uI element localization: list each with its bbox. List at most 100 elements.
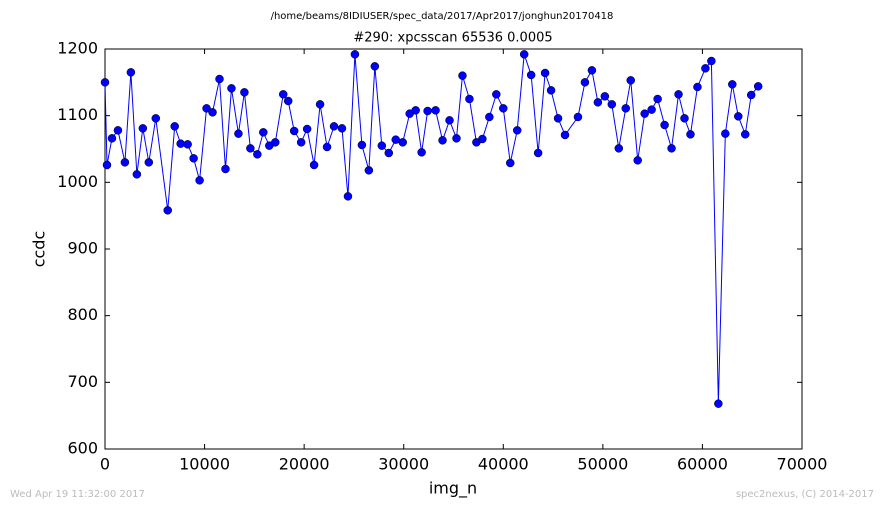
data-point [686,130,695,139]
data-point [512,126,522,135]
x-axis-label: img_n [429,479,477,499]
data-point [580,78,590,87]
data-point [423,106,432,116]
data-point [364,166,374,175]
data-point [647,105,656,114]
data-point [667,144,676,153]
x-tick-label: 10000 [179,455,230,474]
data-point [431,106,440,115]
data-point [540,68,550,78]
data-point [533,148,543,158]
data-point [693,82,702,92]
data-point [384,148,394,158]
data-point [289,126,299,136]
y-tick-label: 900 [67,239,98,258]
data-point [640,109,649,118]
y-tick-label: 1100 [57,105,98,124]
data-point [271,138,280,147]
data-point [144,158,154,167]
y-tick-label: 1200 [57,39,98,58]
y-tick-label: 800 [67,305,98,324]
footer-left: Wed Apr 19 11:32:00 2017 [10,489,145,500]
data-point [499,104,508,113]
data-point [278,90,288,99]
x-tick-label: 70000 [777,455,828,474]
data-point [120,158,130,167]
data-point [478,134,487,144]
data-point [337,124,347,133]
data-point [309,160,319,170]
data-point [357,140,367,150]
data-point [593,98,603,107]
data-point [560,130,570,140]
data-point [573,112,583,122]
data-point [102,160,112,170]
data-point [126,68,136,77]
data-point [151,114,161,123]
x-tick-label: 40000 [478,455,529,474]
data-point [240,88,249,97]
data-point [485,112,494,122]
data-point [680,114,689,123]
data-point [660,120,669,130]
data-point [234,129,243,138]
data-point [183,140,192,149]
data-point [195,176,204,185]
data-point [322,142,332,152]
data-point [492,90,501,99]
data-point [283,96,293,106]
data-point [438,136,447,145]
data-point [674,90,683,99]
data-point [329,122,339,131]
data-point [377,141,387,150]
data-point [746,90,756,100]
data-point [296,138,306,147]
data-point [343,192,353,201]
data-point [208,108,217,117]
data-point [138,124,148,133]
data-point [626,76,635,85]
data-point [721,129,730,138]
data-point [189,154,198,163]
data-point [170,122,179,131]
data-point [734,112,743,121]
data-point [202,104,211,113]
data-point [653,94,662,104]
x-tick-label: 60000 [677,455,728,474]
data-point [227,84,236,93]
data-point [633,156,642,165]
data-point [458,71,467,80]
data-point [107,134,117,143]
data-point [621,104,631,113]
data-point [221,164,230,174]
data-point [302,124,312,134]
x-tick-label: 30000 [378,455,429,474]
data-point [607,100,617,109]
data-point [701,64,710,73]
data-point [350,50,360,59]
data-point [728,80,737,89]
data-point [259,128,268,137]
data-point [506,158,515,168]
y-tick-label: 700 [67,372,98,391]
chart-subtitle: #290: xpcsscan 65536 0.0005 [353,31,552,46]
y-axis-label: ccdc [30,231,49,268]
data-point [246,144,255,153]
data-point [113,126,123,135]
data-point [100,78,110,87]
footer-right: spec2nexus, (C) 2014-2017 [736,489,874,500]
data-point [753,82,763,91]
data-point [452,134,461,143]
y-tick-label: 1000 [57,172,98,191]
data-point [714,399,723,408]
data-point [526,70,536,80]
chart-title: /home/beams/8IDIUSER/spec_data/2017/Apr2… [271,11,614,22]
data-point [163,206,172,215]
data-point [398,138,407,147]
data-point [417,148,426,157]
y-tick-label: 600 [67,439,98,458]
data-point [740,130,750,139]
data-point [553,114,563,123]
